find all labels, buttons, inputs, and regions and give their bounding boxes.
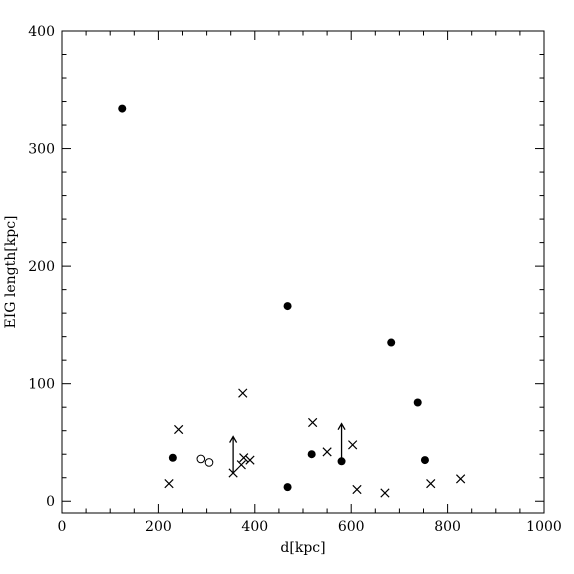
filled-circle-point: [118, 104, 127, 113]
x-tick-label: 0: [58, 519, 67, 535]
y-axis-label: EIG length[kpc]: [3, 216, 19, 329]
y-tick-label: 400: [28, 24, 55, 40]
upper-limit-arrows: [229, 422, 346, 474]
upper-limit-arrow: [229, 435, 238, 474]
x-axis-label: d[kpc]: [280, 540, 325, 556]
x-tick-label: 400: [241, 519, 268, 535]
filled-circle-point: [168, 453, 177, 462]
open-circle-point: [196, 454, 206, 464]
filled-circle-point: [387, 338, 396, 347]
x-tick-label: 800: [434, 519, 461, 535]
y-tick-label: 100: [28, 377, 55, 393]
cross-point: [352, 484, 362, 495]
filled-circle-point: [307, 450, 316, 459]
open-circle-point: [204, 458, 214, 467]
filled-circle-point: [420, 456, 429, 465]
filled-circle-point: [337, 457, 346, 466]
axis-ticks: [61, 30, 545, 513]
data-points: [118, 104, 466, 498]
x-tick-label: 600: [338, 519, 365, 535]
cross-point: [380, 488, 390, 498]
cross-point: [228, 468, 238, 478]
y-tick-label: 0: [46, 494, 55, 510]
filled-circle-point: [283, 302, 292, 311]
cross-point: [236, 460, 246, 470]
x-tick-label: 200: [145, 519, 172, 535]
cross-point: [308, 417, 318, 428]
upper-limit-arrow: [337, 422, 346, 462]
cross-point: [348, 440, 358, 450]
cross-point: [455, 474, 466, 484]
cross-point: [245, 455, 255, 465]
filled-circle-point: [413, 398, 422, 407]
y-tick-label: 300: [28, 142, 55, 158]
cross-point: [239, 453, 249, 463]
cross-point: [174, 424, 184, 435]
x-tick-label: 1000: [526, 519, 562, 535]
filled-circle-point: [283, 483, 292, 492]
cross-point: [322, 447, 332, 457]
plot-frame: [61, 30, 545, 514]
cross-point: [164, 478, 174, 489]
tick-labels: 0 200 400 600 800 1000 0 100 200 300 400: [28, 24, 562, 535]
y-tick-label: 200: [28, 259, 55, 275]
cross-point: [238, 388, 248, 398]
cross-point: [426, 478, 436, 489]
